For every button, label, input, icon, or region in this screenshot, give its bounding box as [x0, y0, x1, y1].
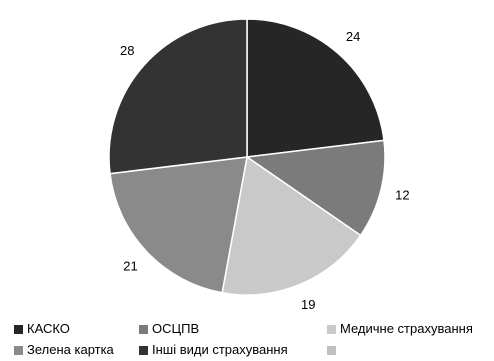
data-label-other-insurance: 28: [120, 43, 134, 58]
pie-slice-kasko: [246, 18, 385, 158]
pie-slice-oscpv: [244, 139, 386, 237]
legend-item-other-insurance: Інші види страхування: [139, 342, 288, 358]
pie-slice-other-insurance: [108, 18, 248, 175]
legend-label: Зелена картка: [27, 342, 114, 357]
legend-item-kasko: КАСКО: [14, 321, 70, 337]
legend-swatch: [14, 325, 23, 334]
data-label-green-card: 21: [123, 259, 137, 274]
legend-item-unlabeled: [327, 342, 340, 358]
data-label-kasko: 24: [346, 29, 360, 44]
pie-slice-green-card: [109, 156, 248, 294]
legend: КАСКО ОСЦПВ Медичне страхування Зелена к…: [0, 318, 494, 358]
legend-label: КАСКО: [27, 321, 70, 336]
legend-swatch: [139, 346, 148, 355]
legend-swatch: [139, 325, 148, 334]
legend-label: ОСЦПВ: [152, 321, 200, 336]
legend-item-medical-insurance: Медичне страхування: [327, 321, 473, 337]
legend-swatch: [327, 325, 336, 334]
pie-slice-medical-insurance: [221, 155, 362, 296]
data-label-medical-insurance: 19: [301, 297, 315, 312]
legend-label: Інші види страхування: [152, 342, 288, 357]
legend-swatch: [14, 346, 23, 355]
legend-item-oscpv: ОСЦПВ: [139, 321, 199, 337]
legend-item-green-card: Зелена картка: [14, 342, 114, 358]
legend-label: Медичне страхування: [340, 321, 473, 336]
data-label-oscpv: 12: [395, 187, 409, 202]
legend-swatch: [327, 346, 336, 355]
